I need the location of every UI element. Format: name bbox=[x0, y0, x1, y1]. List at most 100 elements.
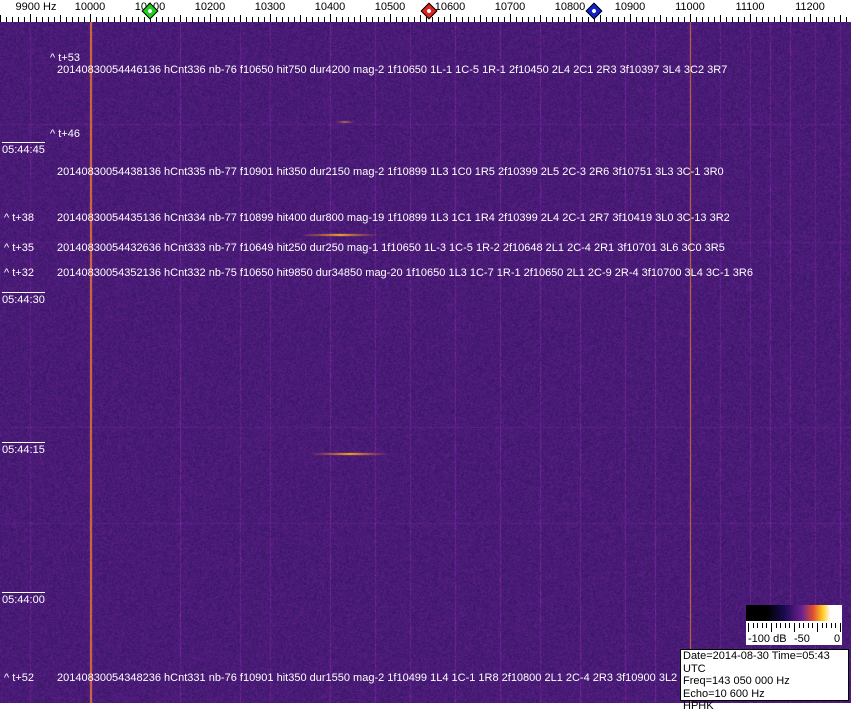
axis-tick bbox=[120, 15, 121, 22]
axis-tick bbox=[606, 17, 607, 22]
axis-tick bbox=[474, 17, 475, 22]
axis-tick bbox=[36, 17, 37, 22]
axis-tick bbox=[420, 15, 421, 22]
axis-tick bbox=[840, 15, 841, 22]
time-label: 05:44:45 bbox=[2, 142, 45, 156]
axis-tick bbox=[360, 15, 361, 22]
axis-tick bbox=[456, 17, 457, 22]
axis-tick bbox=[834, 17, 835, 22]
time-offset-tag: ^ t+46 bbox=[50, 128, 80, 140]
info-date-time: Date=2014-08-30 Time=05:43 UTC bbox=[683, 650, 830, 675]
time-offset-tag: ^ t+52 bbox=[4, 672, 34, 684]
colorbar-tick bbox=[775, 623, 777, 628]
axis-tick bbox=[576, 17, 577, 22]
axis-tick bbox=[684, 17, 685, 22]
colorbar-tick bbox=[812, 623, 814, 628]
axis-tick bbox=[816, 17, 817, 22]
info-station: HPHK bbox=[683, 700, 714, 712]
axis-tick bbox=[24, 17, 25, 22]
time-offset-tag: ^ t+38 bbox=[4, 212, 34, 224]
axis-tick bbox=[366, 17, 367, 22]
axis-tick bbox=[426, 17, 427, 22]
colorbar-label: 0 bbox=[834, 633, 841, 645]
axis-tick bbox=[408, 17, 409, 22]
axis-tick bbox=[732, 17, 733, 22]
axis-tick bbox=[810, 14, 811, 22]
time-offset-tag: ^ t+32 bbox=[4, 267, 34, 279]
axis-tick bbox=[78, 17, 79, 22]
axis-tick bbox=[276, 17, 277, 22]
freq-label: 11200 bbox=[795, 1, 825, 13]
axis-tick bbox=[438, 17, 439, 22]
freq-label: 10500 bbox=[374, 1, 406, 13]
axis-tick bbox=[138, 17, 139, 22]
axis-tick bbox=[744, 17, 745, 22]
axis-tick bbox=[486, 17, 487, 22]
axis-tick bbox=[84, 17, 85, 22]
axis-tick bbox=[756, 17, 757, 22]
axis-tick bbox=[444, 17, 445, 22]
axis-tick bbox=[318, 17, 319, 22]
axis-tick bbox=[666, 17, 667, 22]
axis-tick bbox=[132, 17, 133, 22]
axis-tick bbox=[828, 17, 829, 22]
axis-tick bbox=[582, 17, 583, 22]
colorbar-tick bbox=[761, 623, 763, 628]
axis-tick bbox=[642, 17, 643, 22]
colorbar-tick bbox=[748, 623, 749, 632]
axis-tick bbox=[630, 14, 631, 22]
axis-tick bbox=[402, 17, 403, 22]
axis-tick bbox=[798, 17, 799, 22]
info-echo: Echo=10 600 Hz bbox=[683, 687, 765, 700]
colorbar-tick bbox=[752, 623, 754, 628]
axis-tick bbox=[432, 17, 433, 22]
axis-tick bbox=[618, 17, 619, 22]
freq-label: 10200 bbox=[194, 1, 226, 13]
info-box: Date=2014-08-30 Time=05:43 UTC Freq=143 … bbox=[680, 649, 849, 712]
axis-tick bbox=[72, 17, 73, 22]
axis-tick bbox=[696, 17, 697, 22]
colorbar-tick bbox=[835, 623, 837, 628]
axis-tick bbox=[186, 17, 187, 22]
axis-tick bbox=[258, 17, 259, 22]
axis-tick bbox=[678, 17, 679, 22]
freq-label: 10400 bbox=[314, 1, 346, 13]
axis-tick bbox=[330, 14, 331, 22]
axis-tick bbox=[774, 17, 775, 22]
axis-tick bbox=[222, 17, 223, 22]
axis-tick bbox=[504, 17, 505, 22]
axis-tick bbox=[552, 17, 553, 22]
colorbar-tick bbox=[807, 623, 809, 628]
waterfall-spectrogram[interactable] bbox=[0, 22, 851, 703]
axis-tick bbox=[510, 14, 511, 22]
axis-tick bbox=[54, 17, 55, 22]
freq-label: 10700 bbox=[494, 1, 526, 13]
axis-tick bbox=[528, 17, 529, 22]
axis-tick bbox=[390, 14, 391, 22]
axis-tick bbox=[534, 17, 535, 22]
axis-tick bbox=[282, 17, 283, 22]
colorbar-tick bbox=[757, 623, 759, 628]
axis-tick bbox=[228, 17, 229, 22]
axis-tick bbox=[564, 17, 565, 22]
colorbar-tick bbox=[840, 623, 841, 632]
time-offset-tag: ^ t+35 bbox=[4, 242, 34, 254]
axis-tick bbox=[624, 17, 625, 22]
axis-tick bbox=[384, 17, 385, 22]
axis-tick bbox=[288, 17, 289, 22]
freq-label: 11000 bbox=[675, 1, 705, 13]
axis-tick bbox=[294, 17, 295, 22]
info-freq: Freq=143 050 000 Hz bbox=[683, 675, 790, 687]
axis-tick bbox=[324, 17, 325, 22]
axis-tick bbox=[264, 17, 265, 22]
axis-tick bbox=[570, 14, 571, 22]
axis-tick bbox=[648, 17, 649, 22]
axis-tick bbox=[354, 17, 355, 22]
axis-tick bbox=[48, 17, 49, 22]
axis-tick bbox=[210, 14, 211, 22]
axis-tick bbox=[270, 14, 271, 22]
time-label: 05:44:15 bbox=[2, 442, 45, 456]
axis-tick bbox=[90, 14, 91, 22]
axis-tick bbox=[738, 17, 739, 22]
axis-tick bbox=[372, 17, 373, 22]
